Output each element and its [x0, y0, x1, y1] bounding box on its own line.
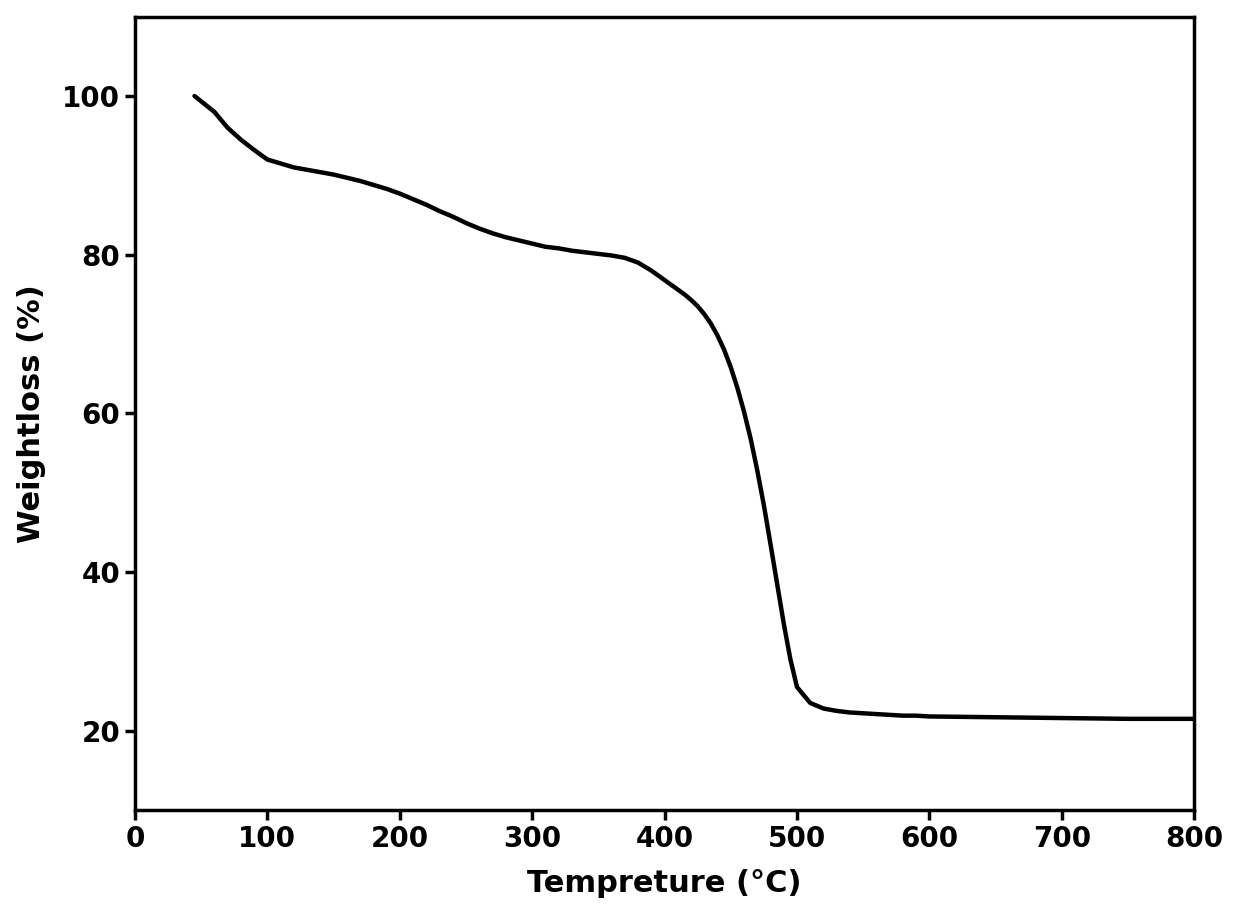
- X-axis label: Tempreture (°C): Tempreture (°C): [527, 869, 802, 899]
- Y-axis label: Weightloss (%): Weightloss (%): [16, 284, 46, 543]
